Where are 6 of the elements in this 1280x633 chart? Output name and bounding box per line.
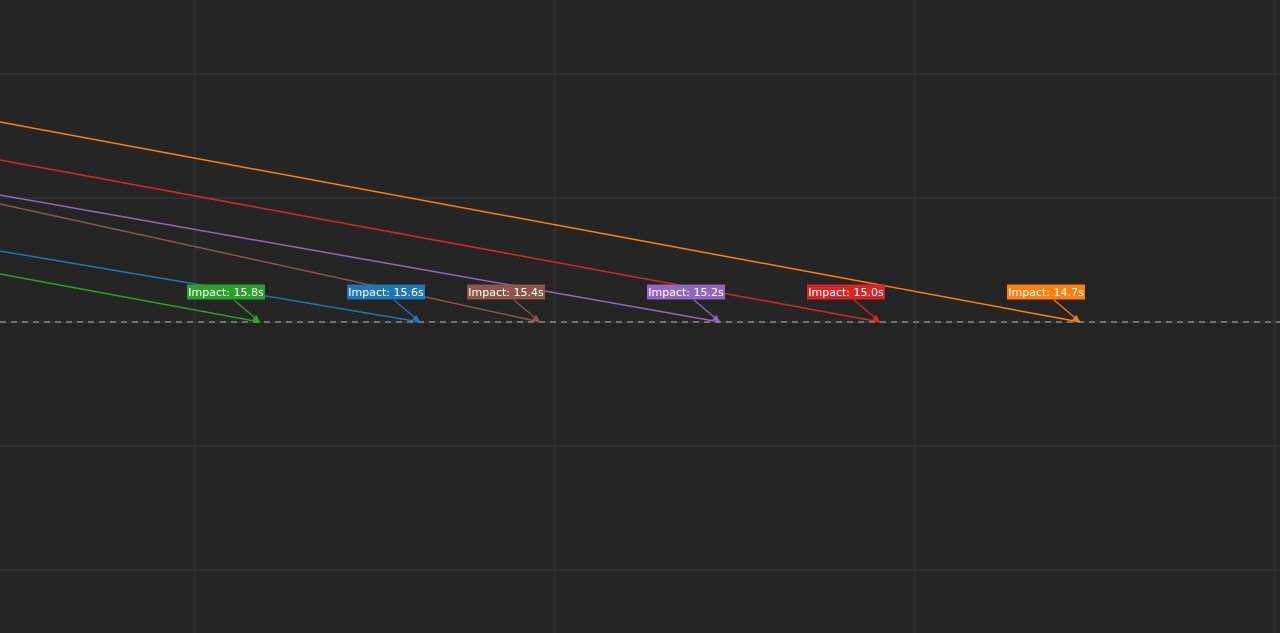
annotation: Impact: 15.8s — [188, 286, 264, 299]
annotation: Impact: 15.2s — [648, 286, 724, 299]
annotation: Impact: 15.4s — [468, 286, 544, 299]
annotation: Impact: 15.0s — [808, 286, 884, 299]
annotation: Impact: 14.7s — [1008, 286, 1084, 299]
annotation: Impact: 15.6s — [348, 286, 424, 299]
